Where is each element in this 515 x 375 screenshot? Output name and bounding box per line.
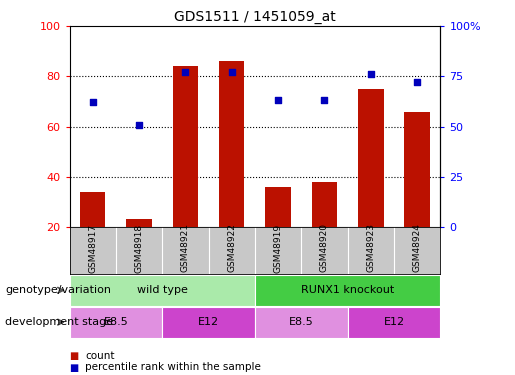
Text: GSM48922: GSM48922 bbox=[227, 224, 236, 272]
Bar bbox=[219, 62, 245, 227]
Bar bbox=[348, 307, 440, 338]
Bar bbox=[70, 307, 162, 338]
Point bbox=[89, 99, 97, 105]
Text: E12: E12 bbox=[383, 317, 405, 327]
Text: E12: E12 bbox=[198, 317, 219, 327]
Text: E8.5: E8.5 bbox=[104, 317, 128, 327]
Bar bbox=[265, 187, 291, 227]
Text: ■: ■ bbox=[70, 363, 79, 372]
Text: count: count bbox=[85, 351, 114, 361]
Bar bbox=[255, 307, 348, 338]
Point bbox=[320, 98, 329, 104]
Text: GSM48923: GSM48923 bbox=[366, 224, 375, 273]
Bar bbox=[80, 192, 106, 227]
Bar bbox=[404, 111, 430, 227]
Text: genotype/variation: genotype/variation bbox=[5, 285, 111, 295]
Point bbox=[135, 122, 143, 128]
Bar bbox=[358, 89, 384, 227]
Text: GSM48924: GSM48924 bbox=[413, 224, 422, 272]
Bar bbox=[173, 66, 198, 227]
Bar bbox=[162, 307, 255, 338]
Point bbox=[228, 69, 236, 75]
Text: E8.5: E8.5 bbox=[289, 317, 314, 327]
Bar bbox=[126, 219, 152, 227]
Text: GSM48921: GSM48921 bbox=[181, 224, 190, 273]
Text: GSM48920: GSM48920 bbox=[320, 224, 329, 273]
Text: GSM48919: GSM48919 bbox=[273, 224, 283, 273]
Text: development stage: development stage bbox=[5, 317, 113, 327]
Text: percentile rank within the sample: percentile rank within the sample bbox=[85, 363, 261, 372]
Point bbox=[274, 98, 282, 104]
Bar bbox=[70, 275, 255, 306]
Point bbox=[413, 80, 421, 86]
Text: RUNX1 knockout: RUNX1 knockout bbox=[301, 285, 394, 295]
Text: GSM48917: GSM48917 bbox=[88, 224, 97, 273]
Text: GSM48918: GSM48918 bbox=[134, 224, 144, 273]
Title: GDS1511 / 1451059_at: GDS1511 / 1451059_at bbox=[174, 10, 336, 24]
Point bbox=[367, 71, 375, 77]
Text: wild type: wild type bbox=[137, 285, 187, 295]
Bar bbox=[255, 275, 440, 306]
Point bbox=[181, 69, 190, 75]
Text: ■: ■ bbox=[70, 351, 79, 361]
Bar bbox=[312, 182, 337, 227]
